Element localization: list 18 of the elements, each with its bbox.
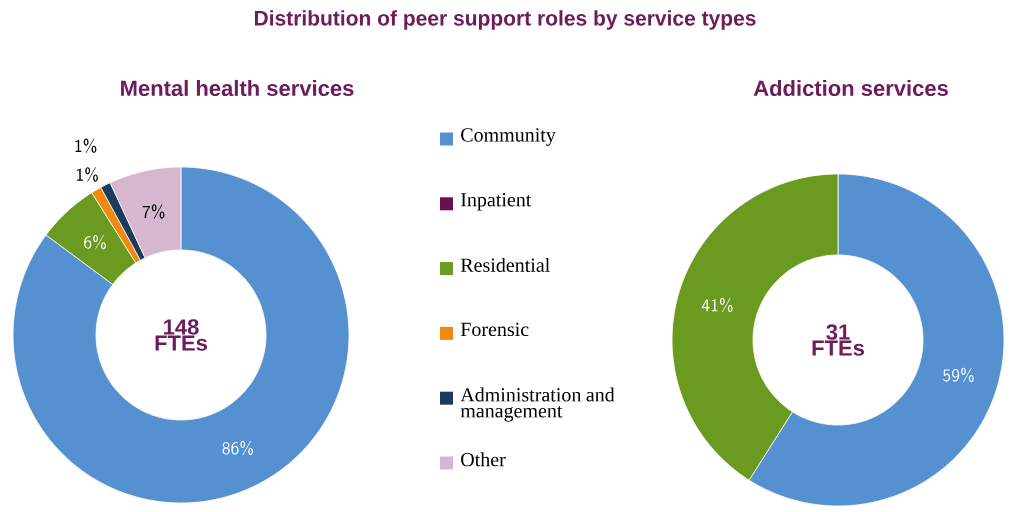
text: 31 FTEs [812,324,865,356]
legend-label: Administration and management [460,387,615,422]
data-label: 41% [701,297,733,313]
chart-title: Distribution of peer support roles by service types [254,10,756,30]
data-label: 7% [142,204,165,219]
data-label: 1% [75,138,97,153]
legend-label: Other [461,452,506,467]
data-label: 6% [84,234,106,250]
legend-label: Forensic [460,322,529,337]
data-label: 59% [943,367,974,383]
legend-label: Residential [460,257,550,272]
chart-subtitle: Mental health services [121,79,354,97]
legend-label: Community [461,128,556,146]
legend-label: Inpatient [461,193,532,211]
text: 148 FTEs [155,319,207,351]
data-label: 86% [222,440,254,456]
chart-title: Addiction services [753,79,948,97]
data-label: 1% [77,167,98,182]
